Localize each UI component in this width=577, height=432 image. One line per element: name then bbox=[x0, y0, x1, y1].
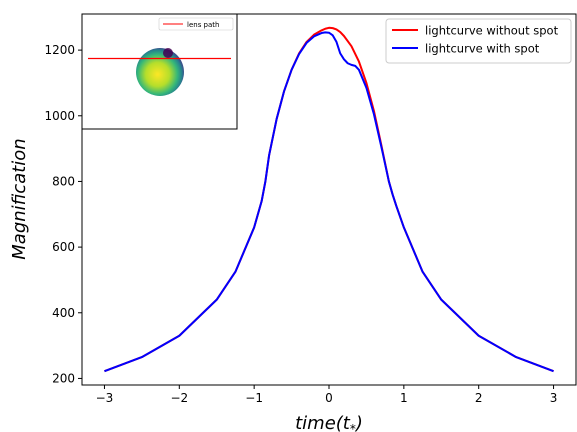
y-tick-label: 200 bbox=[52, 371, 75, 385]
x-tick-label: 1 bbox=[400, 391, 408, 405]
x-tick-label: −2 bbox=[170, 391, 188, 405]
inset-panel: lens path bbox=[81, 13, 238, 130]
y-tick-label: 1000 bbox=[44, 109, 75, 123]
y-axis-ticks: 200 400 600 800 1000 1200 bbox=[44, 43, 82, 385]
y-tick-label: 1200 bbox=[44, 43, 75, 57]
x-tick-label: 0 bbox=[325, 391, 333, 405]
y-axis-label: Magnification bbox=[9, 138, 30, 259]
series-line-1 bbox=[104, 31, 554, 373]
legend-label-with-spot: lightcurve with spot bbox=[425, 42, 540, 56]
legend: lightcurve without spot lightcurve with … bbox=[385, 18, 572, 64]
y-tick-label: 800 bbox=[52, 174, 75, 188]
star-disk bbox=[136, 48, 184, 96]
x-tick-label: −1 bbox=[245, 391, 263, 405]
y-tick-label: 400 bbox=[52, 306, 75, 320]
inset-legend-box bbox=[158, 17, 234, 31]
inset-legend-label: lens path bbox=[187, 21, 219, 29]
x-axis-ticks: −3 −2 −1 0 1 2 3 bbox=[96, 385, 558, 405]
curves-group bbox=[104, 26, 554, 373]
x-tick-label: −3 bbox=[96, 391, 114, 405]
legend-label-without-spot: lightcurve without spot bbox=[425, 24, 559, 38]
x-tick-label: 3 bbox=[550, 391, 558, 405]
x-axis-label: time(t*) bbox=[295, 413, 363, 432]
star-spot bbox=[163, 48, 173, 58]
legend-box bbox=[385, 18, 572, 64]
y-tick-label: 600 bbox=[52, 240, 75, 254]
x-tick-label: 2 bbox=[475, 391, 483, 405]
